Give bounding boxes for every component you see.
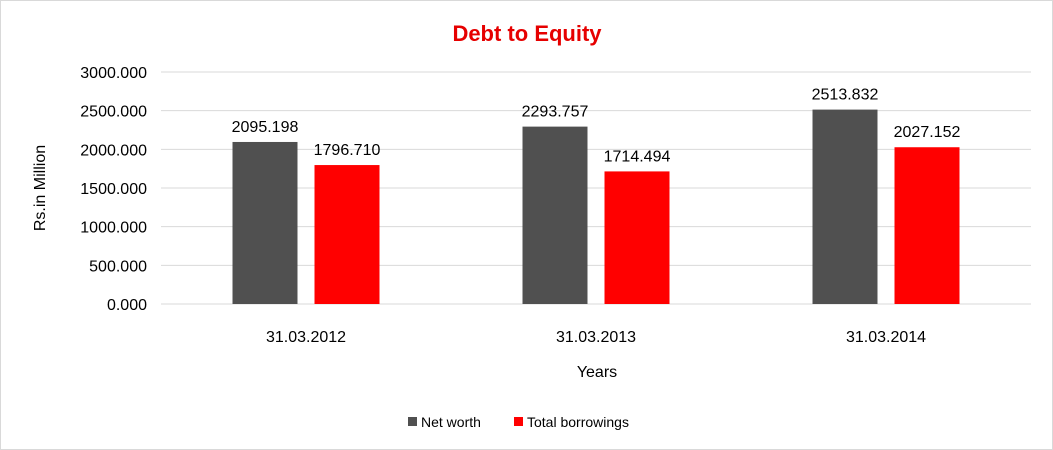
bar-total-borrowings-1 xyxy=(604,171,670,304)
legend-label: Total borrowings xyxy=(527,414,629,430)
bar-net-worth-0 xyxy=(232,141,298,304)
chart-title: Debt to Equity xyxy=(452,21,602,46)
y-axis-label: Rs.in Million xyxy=(32,145,49,231)
data-label: 2095.198 xyxy=(232,119,299,136)
x-tick-label: 31.03.2013 xyxy=(556,329,636,346)
data-label: 1796.710 xyxy=(314,142,381,159)
legend-swatch xyxy=(514,417,523,426)
bar-total-borrowings-0 xyxy=(314,165,380,304)
y-tick-label: 1500.000 xyxy=(80,181,147,198)
legend: Net worth Total borrowings xyxy=(408,414,629,430)
gridlines xyxy=(161,71,1031,305)
bar-total-borrowings-2 xyxy=(894,147,960,304)
data-label: 2293.757 xyxy=(522,104,589,121)
bars xyxy=(232,109,960,305)
bar-net-worth-2 xyxy=(812,109,878,305)
bar-net-worth-1 xyxy=(522,126,588,305)
legend-label: Net worth xyxy=(421,414,481,430)
y-tick-label: 0.000 xyxy=(107,297,147,314)
x-axis-ticks: 31.03.2012 31.03.2013 31.03.2014 xyxy=(266,329,926,346)
y-tick-label: 2500.000 xyxy=(80,104,147,121)
y-tick-label: 2000.000 xyxy=(80,142,147,159)
x-axis-label: Years xyxy=(577,364,617,381)
data-labels: 2095.198 1796.710 2293.757 1714.494 2513.832… xyxy=(232,87,961,166)
x-tick-label: 31.03.2012 xyxy=(266,329,346,346)
data-label: 2027.152 xyxy=(894,124,961,141)
data-label: 1714.494 xyxy=(604,148,671,165)
legend-swatch xyxy=(408,417,417,426)
y-axis-ticks: 0.000 500.000 1000.000 1500.000 2000.000 2500… xyxy=(80,65,147,314)
y-tick-label: 1000.000 xyxy=(80,220,147,237)
data-label: 2513.832 xyxy=(812,87,879,104)
x-tick-label: 31.03.2014 xyxy=(846,329,926,346)
y-tick-label: 3000.000 xyxy=(80,65,147,82)
y-tick-label: 500.000 xyxy=(89,258,147,275)
